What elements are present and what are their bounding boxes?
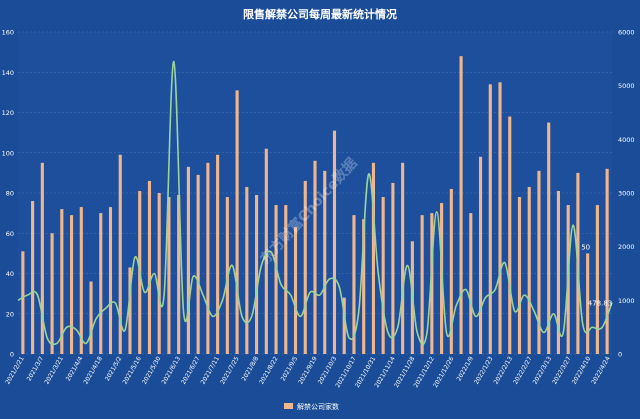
bar — [342, 297, 346, 354]
legend: 解禁公司家数 — [284, 402, 339, 411]
bar — [303, 180, 307, 354]
bar — [537, 170, 541, 354]
legend-label: 解禁公司家数 — [297, 402, 339, 411]
bar — [498, 82, 502, 354]
bar — [381, 197, 385, 354]
bar — [595, 205, 599, 354]
bar — [323, 170, 327, 354]
bar — [284, 205, 288, 354]
bar — [459, 56, 463, 355]
bar — [556, 190, 561, 354]
bar — [245, 186, 249, 354]
right-tick-label: 0 — [618, 351, 622, 359]
bar — [196, 174, 200, 354]
bar — [206, 162, 210, 354]
bar — [118, 154, 122, 354]
chart-title: 限售解禁公司每周最新统计情况 — [243, 7, 397, 21]
bar — [177, 195, 181, 354]
bar — [99, 213, 103, 354]
right-tick-label: 4000 — [618, 136, 635, 144]
bar — [216, 154, 220, 354]
bar — [586, 253, 590, 354]
bar — [420, 215, 424, 354]
bar — [60, 209, 64, 354]
bar — [332, 130, 337, 354]
left-tick-label: 120 — [2, 109, 14, 117]
right-tick-label: 5000 — [618, 82, 635, 90]
bar — [488, 84, 492, 354]
bar — [527, 186, 531, 354]
left-tick-label: 160 — [2, 29, 14, 37]
bar — [235, 90, 239, 355]
right-tick-label: 6000 — [618, 29, 635, 37]
bar — [469, 213, 473, 354]
left-tick-label: 140 — [2, 69, 14, 77]
left-tick-label: 60 — [6, 230, 14, 238]
right-tick-label: 3000 — [618, 190, 635, 198]
data-label: 478.83 — [588, 299, 613, 307]
bar — [508, 116, 512, 355]
bar — [430, 213, 434, 354]
right-tick-label: 1000 — [618, 297, 635, 305]
left-axis: 0 20 40 60 80 100 120 140 160 — [2, 29, 14, 359]
bar — [186, 166, 190, 354]
bar-series — [21, 56, 609, 355]
line-series — [17, 60, 613, 346]
bar — [108, 207, 113, 354]
legend-swatch — [284, 403, 293, 409]
right-tick-label: 2000 — [618, 243, 635, 251]
bar — [391, 182, 395, 354]
bar — [31, 201, 35, 354]
bar — [255, 195, 259, 354]
bar — [167, 197, 171, 354]
bar — [89, 281, 93, 354]
left-tick-label: 80 — [6, 190, 14, 198]
left-tick-label: 100 — [2, 149, 14, 157]
bar — [371, 162, 375, 354]
left-tick-label: 40 — [6, 270, 14, 278]
bar — [40, 162, 44, 354]
bar — [79, 207, 83, 354]
left-tick-label: 20 — [6, 310, 14, 318]
bar — [157, 193, 161, 354]
bar — [449, 188, 453, 354]
bar — [313, 160, 317, 354]
bar — [21, 251, 25, 354]
bar — [128, 267, 132, 354]
bar — [50, 233, 54, 354]
bar — [352, 215, 356, 354]
left-tick-label: 0 — [10, 351, 14, 359]
bar — [69, 215, 74, 354]
bar — [401, 162, 405, 354]
bar — [478, 156, 483, 354]
annotations: 50 478.83 — [581, 243, 612, 307]
bar — [517, 197, 522, 354]
bar — [274, 205, 278, 354]
right-axis: 0 1000 2000 3000 4000 5000 6000 — [618, 29, 635, 359]
bar — [147, 180, 152, 354]
bar — [264, 148, 268, 354]
data-label: 50 — [581, 243, 590, 251]
bar — [362, 219, 366, 354]
bar — [547, 122, 551, 354]
bar — [605, 168, 609, 354]
bar — [293, 227, 298, 354]
